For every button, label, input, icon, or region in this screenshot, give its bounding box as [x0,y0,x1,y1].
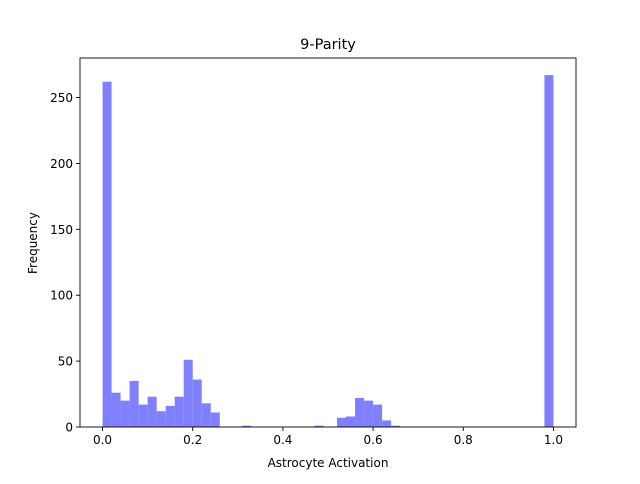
x-tick-label: 0.0 [93,433,112,447]
histogram-bar [382,420,392,427]
chart-title: 9-Parity [300,37,356,53]
histogram-bar [242,425,252,427]
histogram-bar [346,416,356,427]
histogram-bar [111,392,121,427]
histogram-bar [201,403,211,427]
histogram-bar [355,398,365,427]
histogram-bar [210,412,220,427]
histogram-bar [102,81,112,427]
histogram-bar [192,379,202,427]
x-tick-label: 0.2 [183,433,202,447]
y-tick-label: 50 [58,355,73,369]
y-axis-label: Frequency [26,212,40,274]
y-tick-label: 200 [50,157,73,171]
x-axis-label: Astrocyte Activation [268,456,389,470]
y-tick-label: 0 [65,421,73,435]
bars-group [102,75,554,428]
histogram-bar [391,425,401,427]
x-tick-label: 0.6 [364,433,383,447]
histogram-bar [174,396,184,427]
histogram-bar [544,75,554,427]
histogram-bar [373,404,383,427]
x-tick-label: 0.8 [454,433,473,447]
histogram-bar [364,400,374,427]
y-tick-label: 250 [50,91,73,105]
histogram-bar [165,405,175,427]
y-tick-label: 150 [50,223,73,237]
x-tick-label: 0.4 [273,433,292,447]
histogram-bar [147,396,157,427]
histogram-bar [337,417,347,427]
histogram-bar [120,400,130,427]
histogram-bar [156,411,166,427]
y-tick-label: 100 [50,289,73,303]
histogram-bar [183,359,193,427]
y-axis: 0 50 100 150 200 250 [50,91,80,435]
x-axis: 0.0 0.2 0.4 0.6 0.8 1.0 [93,427,563,447]
plot-frame [79,57,577,428]
histogram-bar [129,380,139,428]
histogram-bar [314,425,324,427]
x-tick-label: 1.0 [544,433,563,447]
histogram-bar [138,404,148,427]
